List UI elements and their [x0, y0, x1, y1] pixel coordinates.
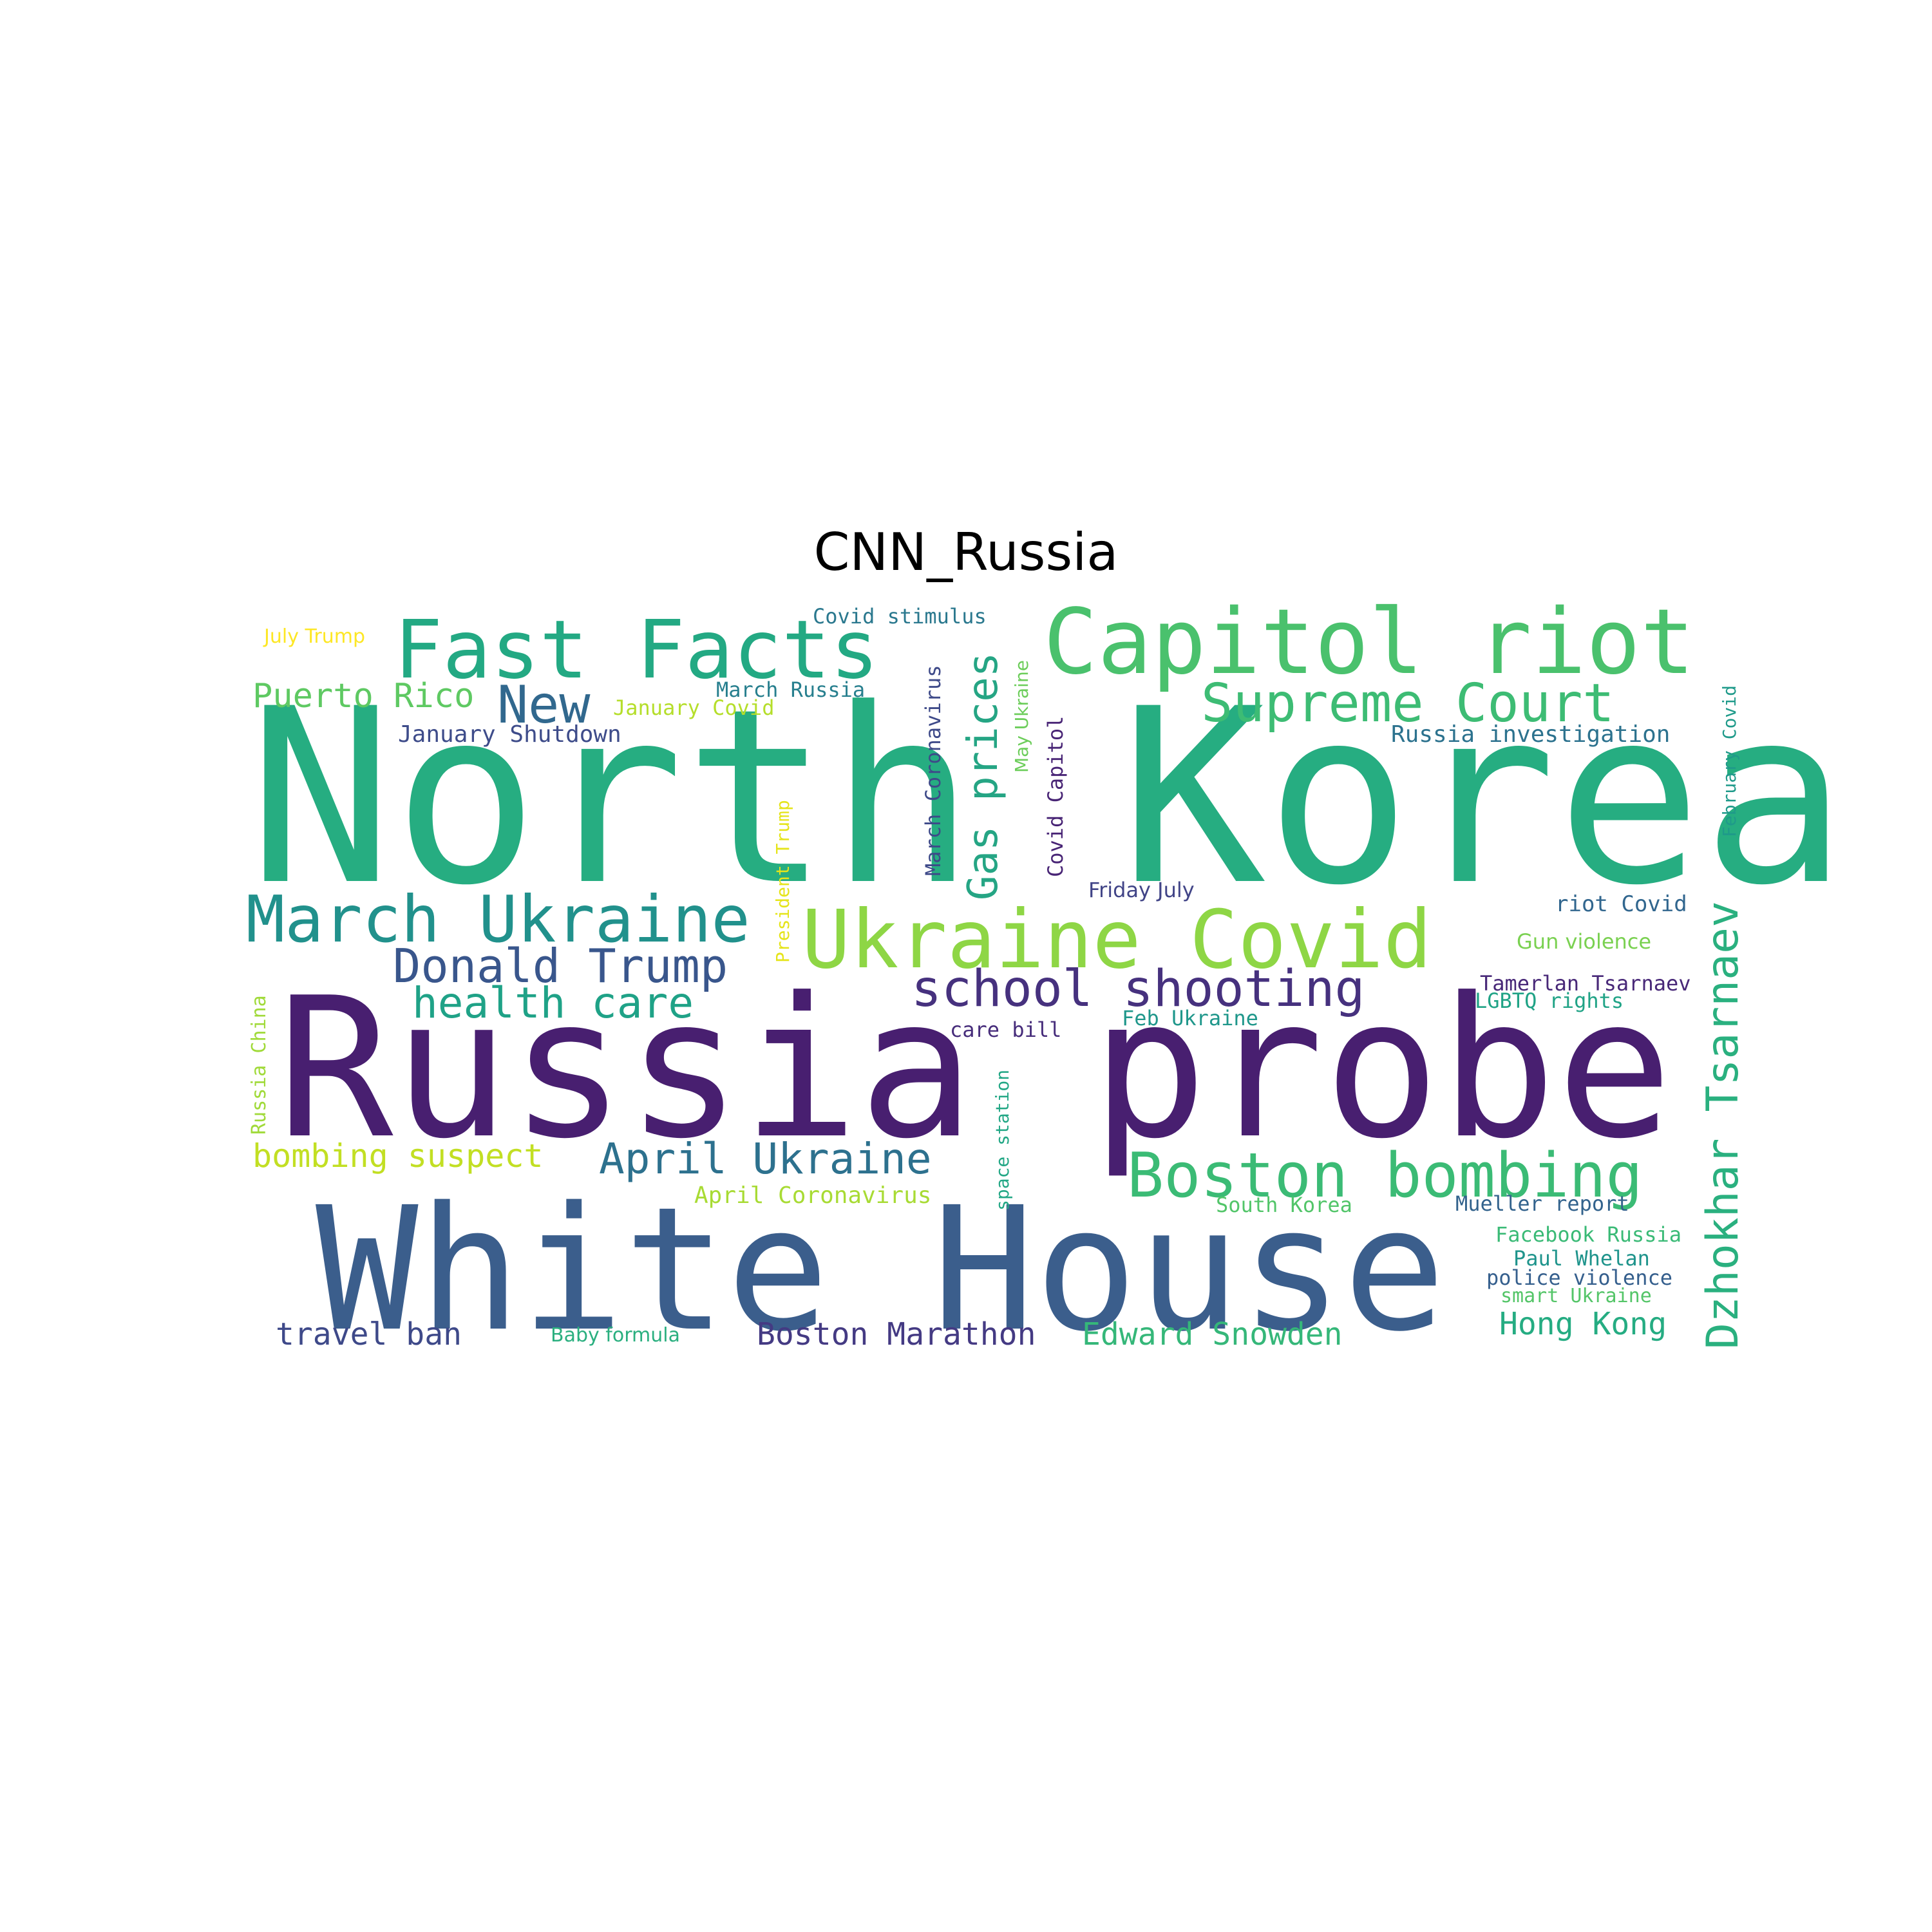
- word-white-house: White House: [316, 1171, 1446, 1369]
- word-mueller-report: Mueller report: [1455, 1191, 1629, 1216]
- word-space-station: space station: [992, 1070, 1013, 1211]
- word-edward-snowden: Edward Snowden: [1082, 1316, 1343, 1352]
- word-south-korea: South Korea: [1216, 1193, 1352, 1217]
- word-gas-prices: Gas prices: [960, 652, 1007, 900]
- word-april-coronavirus: April Coronavirus: [694, 1182, 931, 1209]
- word-smart-ukraine: smart Ukraine: [1501, 1285, 1652, 1307]
- word-paul-whelan: Paul Whelan: [1513, 1246, 1650, 1271]
- word-president-trump: President Trump: [772, 800, 793, 963]
- chart-title: CNN_Russia: [813, 522, 1119, 582]
- word-hong-kong: Hong Kong: [1499, 1306, 1667, 1342]
- word-feb-ukraine: Feb Ukraine: [1122, 1006, 1258, 1030]
- word-russia-china: Russia China: [248, 995, 270, 1135]
- word-school-shooting: school shooting: [911, 960, 1365, 1018]
- word-russia-investigation: Russia investigation: [1391, 721, 1670, 748]
- word-ukraine-covid: Ukraine Covid: [802, 893, 1432, 987]
- word-new: New: [497, 675, 591, 735]
- word-travel-ban: travel ban: [276, 1316, 462, 1352]
- word-january-covid: January Covid: [613, 696, 774, 720]
- word-capitol-riot: Capitol riot: [1043, 590, 1694, 695]
- word-march-russia: March Russia: [716, 677, 865, 702]
- word-gun-violence: Gun violence: [1517, 929, 1651, 954]
- word-facebook-russia: Facebook Russia: [1495, 1222, 1681, 1247]
- word-boston-marathon: Boston Marathon: [757, 1316, 1036, 1352]
- word-health-care: health care: [412, 978, 694, 1028]
- word-july-trump: July Trump: [263, 625, 365, 648]
- word-march-ukraine: March Ukraine: [246, 882, 750, 957]
- word-march-coronavirus: March Coronavirus: [921, 665, 945, 876]
- word-january-shutdown: January Shutdown: [398, 721, 621, 748]
- word-care-bill: care bill: [950, 1018, 1061, 1042]
- word-puerto-rico: Puerto Rico: [252, 677, 474, 715]
- word-may-ukraine: May Ukraine: [1011, 660, 1032, 773]
- word-february-covid: February Covid: [1719, 685, 1740, 837]
- word-boston-bombing: Boston bombing: [1127, 1141, 1643, 1211]
- word-fast-facts: Fast Facts: [394, 603, 879, 697]
- word-supreme-court: Supreme Court: [1201, 673, 1615, 734]
- word-north-korea: North Korea: [248, 658, 1847, 938]
- word-lgbtq-rights: LGBTQ rights: [1475, 989, 1624, 1013]
- word-donald-trump: Donald Trump: [393, 939, 728, 993]
- word-police-violence: police violence: [1486, 1265, 1672, 1290]
- word-dzhokhar-tsarnaev: Dzhokhar Tsarnaev: [1698, 901, 1748, 1349]
- word-riot-covid: riot Covid: [1555, 891, 1687, 917]
- word-baby-formula: Baby formula: [551, 1324, 680, 1347]
- word-tamerlan-tsarnaev: Tamerlan Tsarnaev: [1480, 971, 1691, 996]
- word-covid-stimulus: Covid stimulus: [813, 604, 987, 629]
- word-april-ukraine: April Ukraine: [599, 1134, 932, 1184]
- word-covid-capitol: Covid Capitol: [1043, 716, 1068, 877]
- word-bombing-suspect: bombing suspect: [252, 1137, 544, 1175]
- word-russia-probe: Russia probe: [277, 956, 1672, 1181]
- word-friday-july: Friday July: [1088, 878, 1195, 902]
